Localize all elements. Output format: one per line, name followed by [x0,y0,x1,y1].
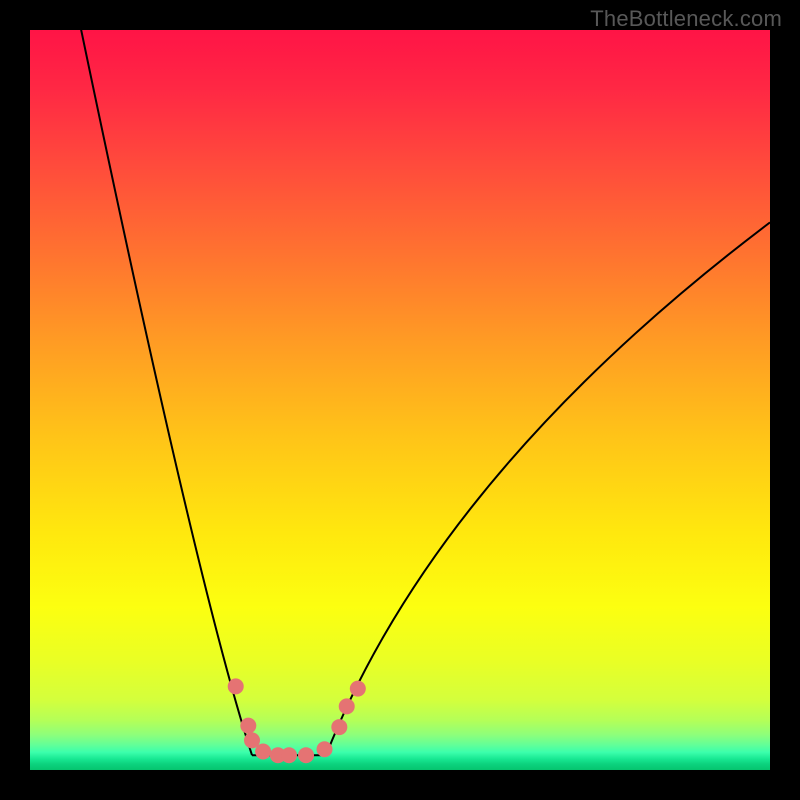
plot-area [30,30,770,770]
data-marker [240,718,256,734]
data-marker [339,698,355,714]
chart-svg [30,30,770,770]
data-marker [331,719,347,735]
watermark-text: TheBottleneck.com [590,6,782,32]
data-marker [281,747,297,763]
data-marker [317,741,333,757]
data-marker [298,747,314,763]
gradient-background [30,30,770,770]
data-marker [255,744,271,760]
data-marker [228,678,244,694]
data-marker [350,681,366,697]
bottleneck-chart: TheBottleneck.com [0,0,800,800]
